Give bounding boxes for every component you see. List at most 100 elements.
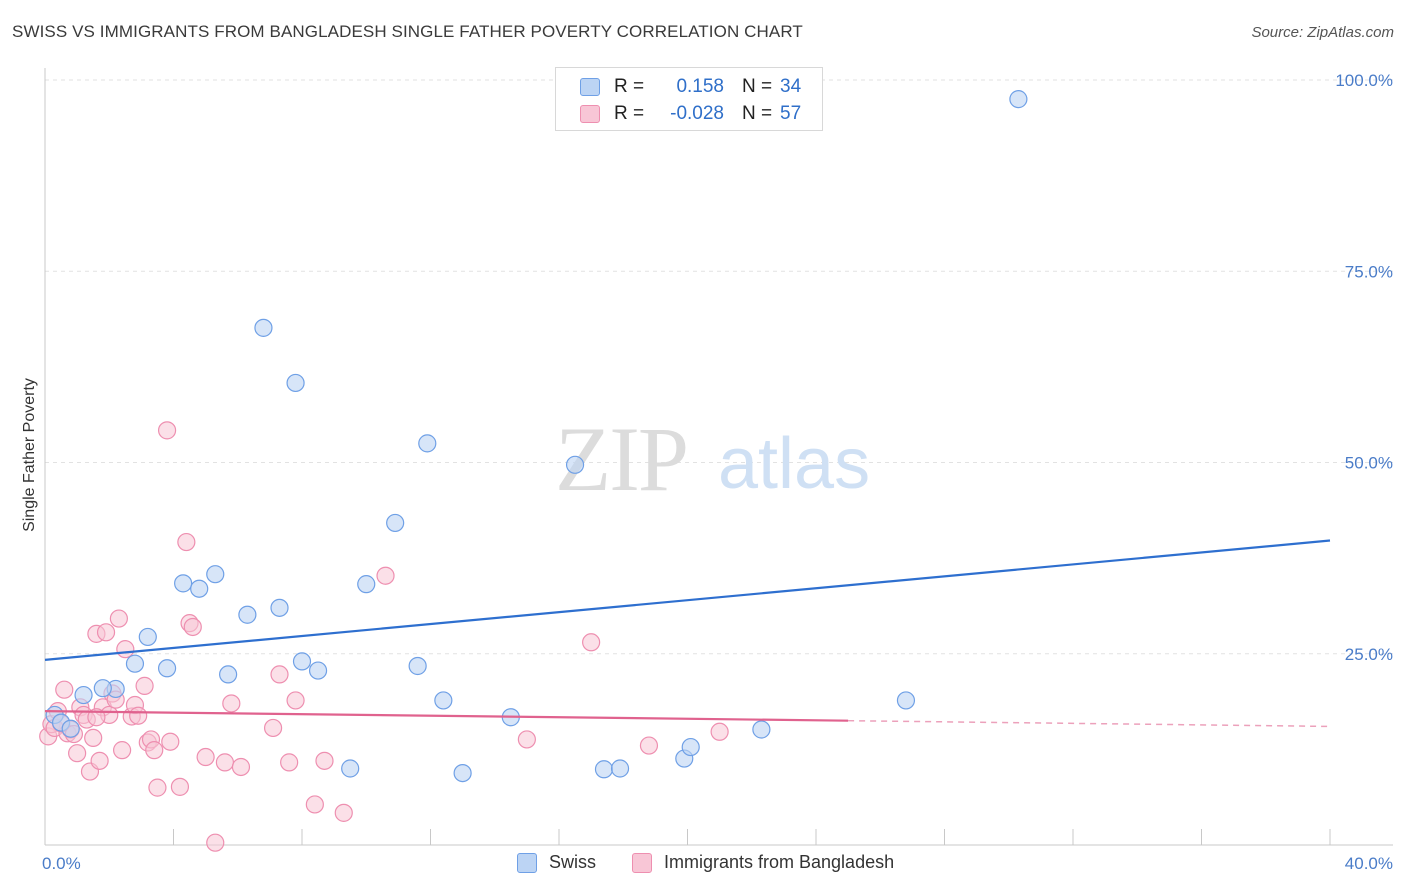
point-bangladesh — [109, 609, 128, 628]
point-swiss — [125, 654, 145, 673]
point-bangladesh — [68, 744, 87, 763]
point-bangladesh — [135, 676, 154, 695]
bottom-legend: Swiss Immigrants from Bangladesh — [0, 852, 1406, 878]
point-swiss — [292, 652, 312, 671]
y-tick-label: 100.0% — [1335, 71, 1393, 90]
legend-r-value: 0.158 — [676, 76, 724, 97]
point-swiss — [610, 759, 630, 778]
point-bangladesh — [639, 736, 659, 755]
point-bangladesh — [161, 732, 180, 751]
bottom-legend-label-bangladesh: Immigrants from Bangladesh — [664, 852, 895, 872]
point-bangladesh — [116, 640, 135, 659]
legend-row-swiss: R = 0.158 N = 34 — [580, 73, 801, 101]
point-bangladesh — [280, 753, 299, 772]
point-bangladesh — [157, 421, 177, 440]
y-tick-label: 50.0% — [1345, 454, 1393, 473]
series-swiss-points — [45, 90, 1028, 783]
bottom-legend-swatch-bangladesh — [632, 852, 652, 873]
point-swiss — [341, 759, 360, 778]
point-swiss — [681, 737, 700, 757]
point-bangladesh — [84, 728, 103, 748]
point-bangladesh — [315, 751, 334, 770]
trend-line-swiss — [44, 539, 1331, 661]
legend-r-label: R = — [614, 103, 645, 124]
point-bangladesh — [222, 694, 241, 713]
point-bangladesh — [376, 566, 395, 585]
y-axis-title: Single Father Poverty — [21, 378, 38, 532]
legend-swatch-swiss — [580, 78, 600, 96]
bottom-legend-swatch-swiss — [517, 852, 537, 873]
point-swiss — [752, 720, 771, 739]
point-bangladesh — [148, 778, 167, 797]
point-swiss — [270, 598, 289, 617]
point-swiss — [565, 455, 585, 474]
point-bangladesh — [177, 532, 196, 552]
point-swiss — [190, 579, 209, 598]
point-bangladesh — [87, 708, 106, 727]
x-tick-label: 0.0% — [42, 854, 81, 873]
legend-n-label: N = — [742, 103, 773, 124]
point-swiss — [93, 679, 112, 698]
watermark: ZIP atlas — [555, 408, 870, 510]
tick-labels: 25.0% 50.0% 75.0% 100.0% 0.0% 40.0% — [42, 71, 1393, 873]
legend-n-value: 34 — [780, 76, 802, 97]
legend-r-label: R = — [614, 76, 645, 97]
point-swiss — [308, 661, 328, 680]
point-bangladesh — [334, 803, 353, 822]
trend-line-bangladesh — [44, 710, 849, 722]
legend-swatch-bangladesh — [580, 105, 600, 123]
point-swiss — [386, 513, 405, 533]
y-tick-label: 25.0% — [1345, 645, 1393, 664]
point-bangladesh — [112, 741, 132, 760]
point-swiss — [206, 565, 225, 584]
bottom-legend-label-swiss: Swiss — [549, 852, 597, 872]
legend-n-label: N = — [742, 76, 773, 97]
point-swiss — [157, 659, 177, 678]
point-bangladesh — [517, 730, 536, 749]
point-swiss — [453, 763, 472, 783]
watermark-atlas: atlas — [718, 424, 870, 504]
legend: R = 0.158 N = 34 R = -0.028 N = 57 — [555, 67, 823, 131]
point-bangladesh — [55, 680, 74, 699]
grid-lines — [45, 79, 1393, 655]
point-swiss — [254, 318, 273, 337]
point-bangladesh — [710, 722, 729, 741]
point-swiss — [896, 691, 916, 710]
chart-title: SWISS VS IMMIGRANTS FROM BANGLADESH SING… — [12, 22, 803, 41]
point-swiss — [408, 656, 427, 676]
point-swiss — [74, 685, 93, 705]
x-tick-label: 40.0% — [1345, 854, 1393, 873]
point-swiss — [434, 691, 453, 710]
point-swiss — [418, 434, 437, 453]
point-bangladesh — [183, 617, 202, 637]
point-swiss — [286, 373, 305, 393]
point-swiss — [238, 605, 257, 624]
axes — [44, 68, 1393, 846]
point-bangladesh — [215, 753, 234, 772]
point-bangladesh — [263, 718, 283, 738]
point-swiss — [357, 575, 376, 594]
point-bangladesh — [196, 747, 215, 767]
point-bangladesh — [286, 691, 305, 710]
point-bangladesh — [231, 757, 251, 777]
point-swiss — [594, 760, 614, 779]
legend-r-value: -0.028 — [670, 103, 724, 124]
point-bangladesh — [206, 833, 225, 852]
chart-source: Source: ZipAtlas.com — [1251, 24, 1394, 41]
point-bangladesh — [582, 633, 601, 652]
y-tick-label: 75.0% — [1345, 262, 1393, 281]
point-swiss — [61, 719, 80, 738]
point-swiss — [174, 574, 193, 593]
legend-row-bangladesh: R = -0.028 N = 57 — [580, 100, 801, 128]
point-swiss — [138, 627, 157, 647]
point-bangladesh — [129, 706, 148, 725]
trend-line-bangladesh-extension — [848, 719, 1331, 728]
point-bangladesh — [305, 795, 324, 814]
point-bangladesh — [270, 665, 289, 684]
point-swiss — [219, 665, 238, 684]
bottom-legend-bangladesh: Immigrants from Bangladesh — [632, 852, 894, 873]
point-bangladesh — [96, 623, 116, 642]
point-bangladesh — [90, 751, 109, 770]
point-bangladesh — [145, 741, 164, 760]
